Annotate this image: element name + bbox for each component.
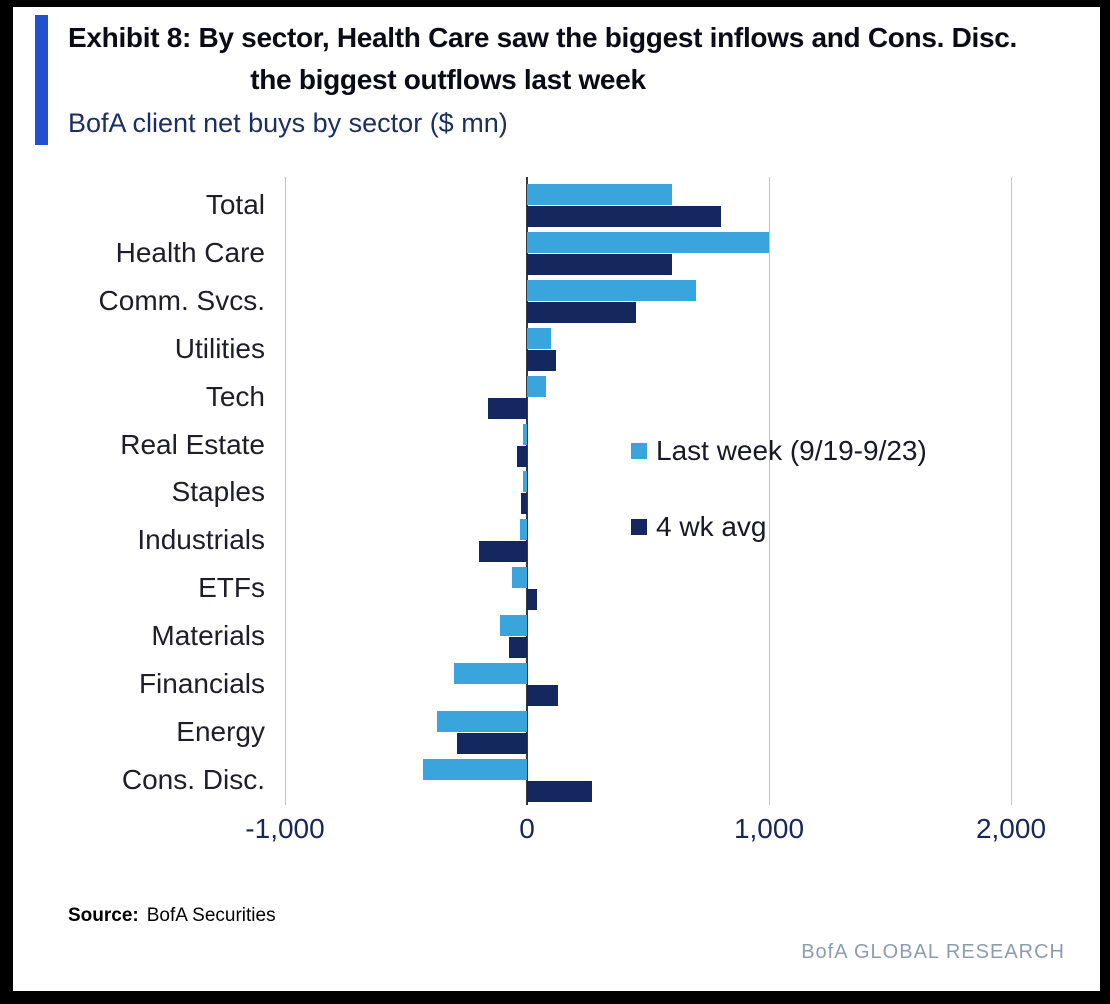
category-label: Real Estate [120, 428, 265, 460]
branding-text: BofA GLOBAL RESEARCH [801, 941, 1065, 963]
bar-4wk-avg [517, 445, 527, 467]
bar-last-week [422, 758, 527, 780]
exhibit-title-line2: the biggest outflows last week [250, 64, 646, 95]
exhibit-header: Exhibit 8: By sector, Health Care saw th… [68, 17, 1088, 141]
x-axis-tick-label: 2,000 [975, 813, 1047, 844]
bar-4wk-avg [527, 589, 537, 611]
bar-last-week [527, 231, 769, 253]
bar-last-week [527, 184, 673, 205]
bar-last-week [523, 471, 527, 493]
x-axis-tick-label: 1,000 [733, 813, 805, 844]
gridline [284, 177, 286, 805]
bar-4wk-avg [508, 637, 527, 659]
legend-swatch-last-week [631, 443, 647, 459]
bar-last-week [527, 327, 552, 349]
bar-last-week [500, 615, 527, 637]
category-label: ETFs [198, 572, 265, 604]
bar-4wk-avg [527, 780, 593, 802]
category-label: Financials [138, 668, 265, 699]
bar-last-week [527, 279, 697, 301]
legend: Last week (9/19-9/23) 4 wk avg [631, 435, 927, 587]
bar-last-week [454, 663, 527, 684]
legend-swatch-4wk-avg [631, 519, 647, 535]
gridline [1010, 177, 1012, 805]
source-value: BofA Securities [146, 905, 276, 926]
bar-last-week [437, 710, 527, 732]
bar-4wk-avg [520, 493, 527, 515]
bar-4wk-avg [527, 253, 673, 275]
chart-subtitle: BofA client net buys by sector ($ mn) [68, 108, 508, 138]
bar-last-week [523, 423, 527, 445]
legend-item-4wk-avg: 4 wk avg [631, 511, 927, 543]
source-label: Source: [68, 905, 139, 926]
source-line: Source: BofA Securities [68, 905, 276, 927]
x-axis-tick-label: -1,000 [245, 813, 325, 844]
legend-label-4wk-avg: 4 wk avg [656, 511, 767, 542]
bar-4wk-avg [527, 301, 636, 323]
bar-last-week [519, 519, 527, 541]
bar-4wk-avg [527, 685, 559, 706]
category-label: Tech [205, 380, 265, 412]
bar-last-week [527, 375, 547, 397]
bar-4wk-avg [456, 732, 527, 754]
category-label: Utilities [174, 332, 265, 364]
x-axis-tick-label: 0 [519, 813, 535, 844]
legend-item-last-week: Last week (9/19-9/23) [631, 435, 927, 467]
category-label: Materials [151, 620, 265, 652]
exhibit-title-line1: Exhibit 8: By sector, Health Care saw th… [68, 22, 1017, 53]
category-label: Industrials [137, 524, 265, 556]
category-label: Health Care [115, 236, 265, 268]
category-label: Staples [171, 476, 265, 508]
category-label: Total [205, 189, 265, 220]
category-label: Energy [176, 715, 265, 747]
category-label: Cons. Disc. [121, 763, 265, 795]
category-label: Comm. Svcs. [98, 284, 265, 316]
bar-4wk-avg [527, 349, 557, 371]
title-accent-bar [35, 15, 48, 145]
bar-4wk-avg [478, 541, 527, 563]
bar-last-week [512, 567, 527, 589]
bar-chart: Total Health Care Comm. Svcs. Utilities Tech… [13, 7, 1100, 991]
legend-label-last-week: Last week (9/19-9/23) [656, 435, 927, 466]
zero-axis-line [526, 177, 528, 805]
bar-4wk-avg [488, 397, 527, 419]
bar-4wk-avg [527, 206, 721, 227]
gridline [768, 177, 770, 805]
